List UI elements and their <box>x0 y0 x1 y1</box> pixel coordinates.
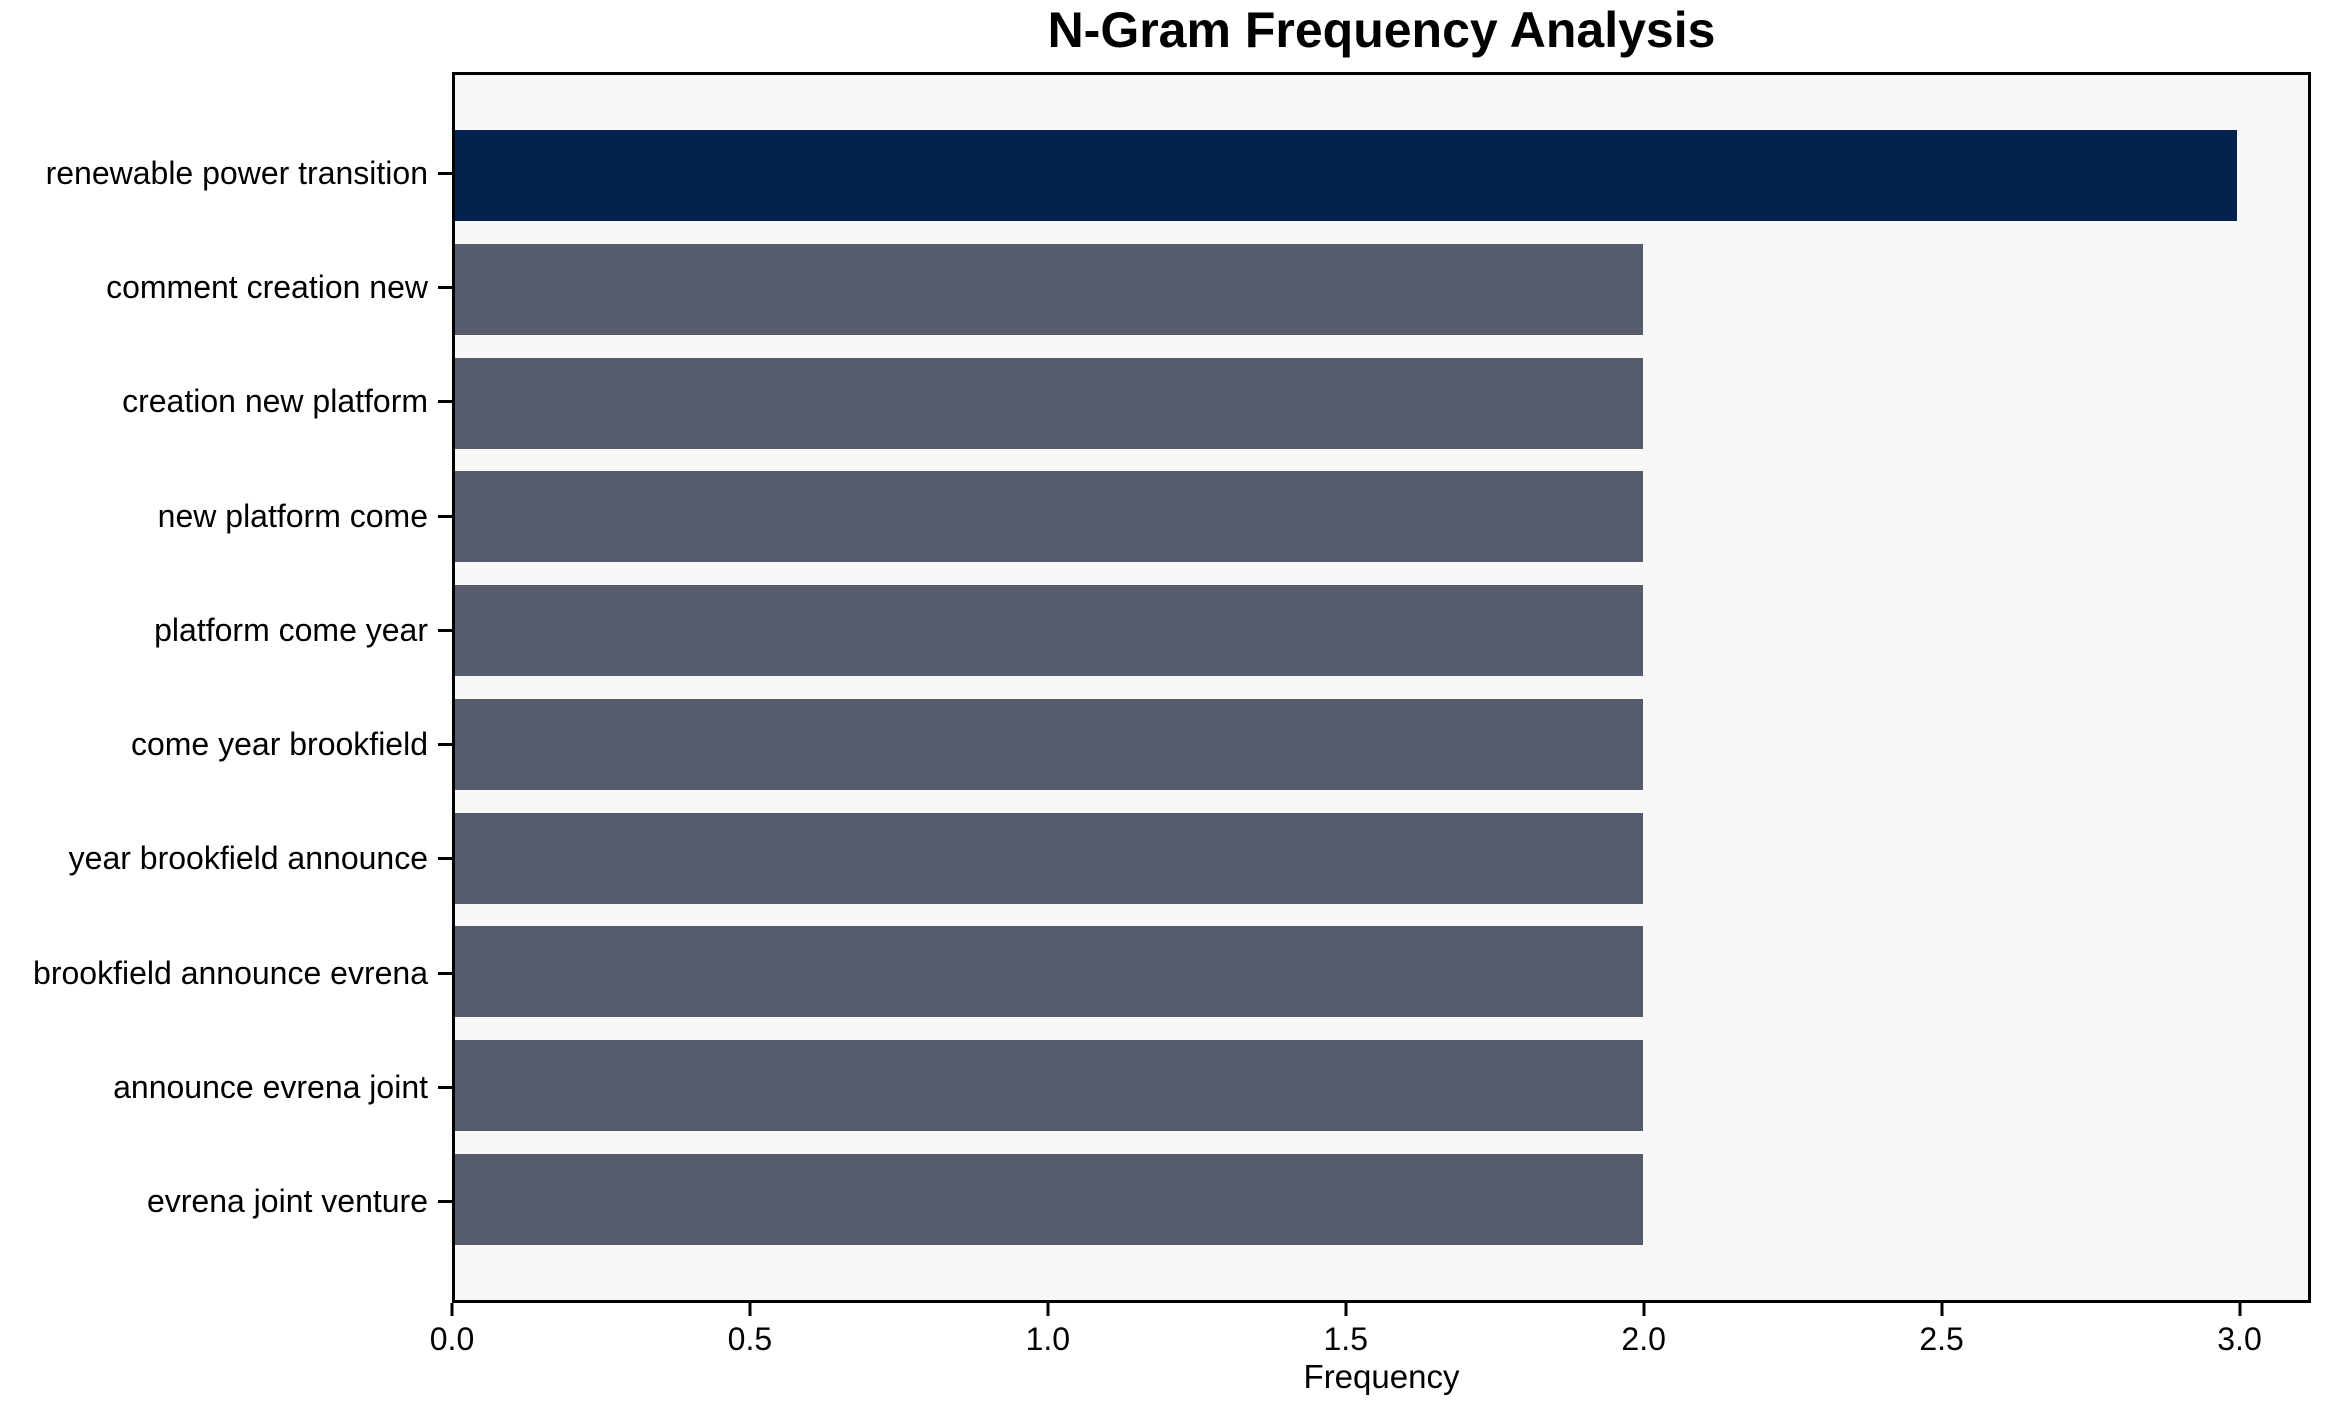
y-tick-mark <box>438 514 452 518</box>
y-tick-row: announce evrena joint <box>0 1030 452 1144</box>
y-tick-row: comment creation new <box>0 230 452 344</box>
x-tick-mark <box>1642 1303 1646 1316</box>
bar-row <box>455 346 2308 460</box>
bar-row <box>455 1029 2308 1143</box>
x-tick-mark <box>1940 1303 1944 1316</box>
bar <box>455 926 1643 1018</box>
y-tick-label: come year brookfield <box>130 726 428 763</box>
y-tick-label: brookfield announce evrena <box>33 954 428 991</box>
bar <box>455 698 1643 790</box>
x-tick-label: 1.5 <box>1323 1321 1368 1357</box>
y-tick-mark <box>438 628 452 632</box>
bars <box>455 119 2308 1256</box>
y-tick-mark <box>438 743 452 747</box>
bar <box>455 357 1643 449</box>
bar-row <box>455 915 2308 1029</box>
x-tick-mark <box>1046 1303 1050 1316</box>
bar <box>455 244 1643 336</box>
bar <box>455 130 2237 222</box>
chart-title: N-Gram Frequency Analysis <box>1047 2 1716 58</box>
x-tick-label: 0.0 <box>429 1321 475 1357</box>
y-tick-label: creation new platform <box>122 383 428 420</box>
y-tick-label: new platform come <box>157 497 428 534</box>
bar-row <box>455 119 2308 233</box>
y-tick-mark <box>438 285 452 289</box>
x-tick-label: 2.5 <box>1919 1321 1964 1357</box>
bar <box>455 1039 1643 1131</box>
y-tick-label: renewable power transition <box>45 154 428 191</box>
x-tick-mark <box>1344 1303 1348 1316</box>
x-tick-label: 3.0 <box>2217 1321 2262 1357</box>
x-axis-title: Frequency <box>1303 1358 1460 1395</box>
y-tick-label: evrena joint venture <box>146 1183 428 1220</box>
y-tick-row: brookfield announce evrena <box>0 916 452 1030</box>
bar <box>455 1153 1643 1245</box>
bar-row <box>455 574 2308 688</box>
x-tick-mark <box>450 1303 454 1316</box>
y-tick-row: year brookfield announce <box>0 802 452 916</box>
x-tick-label: 0.5 <box>727 1321 773 1357</box>
y-tick-mark <box>438 1200 452 1204</box>
plot-area <box>452 72 2311 1303</box>
x-tick-mark <box>2238 1303 2241 1316</box>
y-tick-label: comment creation new <box>106 268 428 305</box>
y-tick-row: creation new platform <box>0 345 452 459</box>
bar <box>455 585 1643 677</box>
y-tick-row: renewable power transition <box>0 116 452 230</box>
y-tick-mark <box>438 171 452 175</box>
bar <box>455 812 1643 904</box>
y-tick-label: platform come year <box>154 611 428 648</box>
y-tick-label: year brookfield announce <box>68 840 428 877</box>
y-axis-labels: renewable power transition comment creati… <box>0 116 452 1259</box>
y-tick-row: evrena joint venture <box>0 1145 452 1259</box>
bar-row <box>455 801 2308 915</box>
bar-row <box>455 688 2308 802</box>
y-tick-mark <box>438 971 452 975</box>
x-tick-label: 1.0 <box>1025 1321 1071 1357</box>
bar-row <box>455 460 2308 574</box>
x-tick-mark <box>748 1303 752 1316</box>
y-tick-mark <box>438 857 452 861</box>
x-tick-label: 2.0 <box>1621 1321 1666 1357</box>
bar-row <box>455 233 2308 347</box>
y-tick-row: new platform come <box>0 459 452 573</box>
y-tick-mark <box>438 1086 452 1090</box>
x-axis-ticks: 0.0 0.5 1.0 1.5 2.0 2.5 3.0 <box>430 1303 2311 1383</box>
bar-row <box>455 1142 2308 1256</box>
y-tick-mark <box>438 400 452 404</box>
y-tick-row: platform come year <box>0 573 452 687</box>
y-tick-label: announce evrena joint <box>113 1069 428 1106</box>
bar <box>455 471 1643 563</box>
y-tick-row: come year brookfield <box>0 687 452 801</box>
